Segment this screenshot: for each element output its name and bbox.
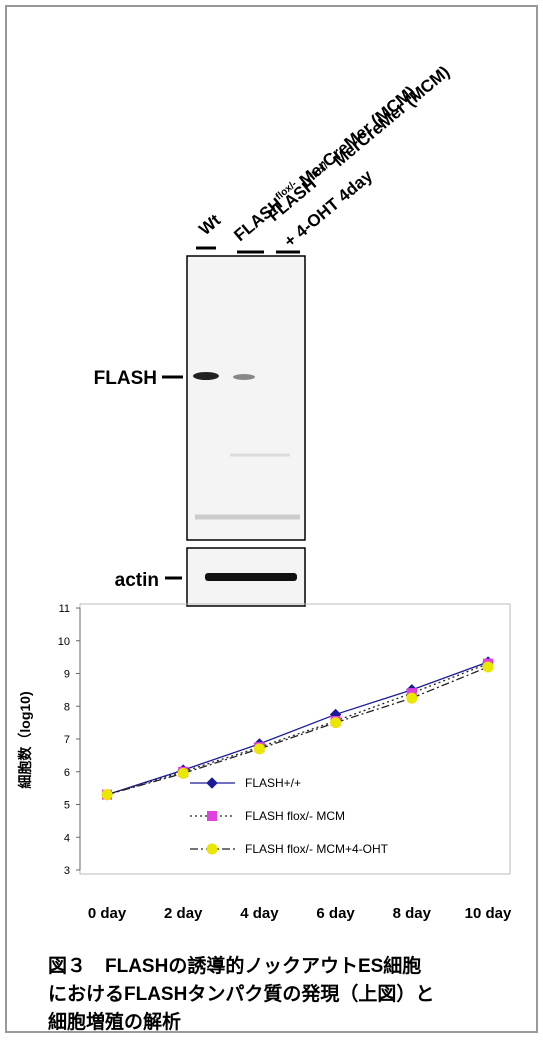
page: FLASH actin Wt FLASHflox/- MerCreMer (MC… bbox=[0, 0, 543, 1041]
legend-marker bbox=[208, 812, 217, 821]
y-tick-label: 9 bbox=[64, 669, 70, 681]
caption-line: 図３ FLASHの誘導的ノックアウトES細胞 bbox=[48, 954, 421, 977]
legend-label: FLASH+/+ bbox=[245, 776, 301, 790]
marker bbox=[407, 693, 417, 703]
band-label: FLASH bbox=[94, 368, 157, 389]
y-tick-label: 6 bbox=[64, 767, 70, 779]
x-tick-label: 2 day bbox=[164, 905, 203, 922]
y-axis-label: 細胞数（log10) bbox=[17, 691, 33, 788]
y-tick-label: 3 bbox=[64, 865, 70, 877]
legend-label: FLASH flox/- MCM bbox=[245, 809, 345, 823]
band bbox=[193, 372, 219, 380]
x-tick-label: 6 day bbox=[316, 905, 355, 922]
legend-label: FLASH flox/- MCM+4-OHT bbox=[245, 842, 389, 856]
marker bbox=[178, 768, 188, 778]
marker bbox=[331, 718, 341, 728]
band-label: actin bbox=[115, 570, 159, 591]
x-tick-label: 4 day bbox=[240, 905, 279, 922]
y-tick-label: 4 bbox=[64, 832, 70, 844]
caption-line: におけるFLASHタンパク質の発現（上図）と bbox=[48, 982, 434, 1005]
legend-marker bbox=[207, 844, 217, 854]
y-tick-label: 10 bbox=[58, 636, 70, 648]
x-tick-label: 10 day bbox=[465, 905, 512, 922]
y-tick-label: 7 bbox=[64, 734, 70, 746]
band bbox=[233, 374, 255, 380]
marker bbox=[254, 744, 264, 754]
y-tick-label: 8 bbox=[64, 701, 70, 713]
blot-panel bbox=[187, 256, 305, 540]
band bbox=[205, 573, 297, 581]
y-tick-label: 11 bbox=[59, 603, 70, 615]
y-tick-label: 5 bbox=[64, 800, 70, 812]
caption-line: 細胞増殖の解析 bbox=[48, 1010, 181, 1033]
marker bbox=[102, 790, 112, 800]
figure: FLASH actin Wt FLASHflox/- MerCreMer (MC… bbox=[0, 0, 543, 1036]
x-tick-label: 0 day bbox=[88, 905, 127, 922]
marker bbox=[483, 662, 493, 672]
x-tick-label: 8 day bbox=[393, 905, 432, 922]
